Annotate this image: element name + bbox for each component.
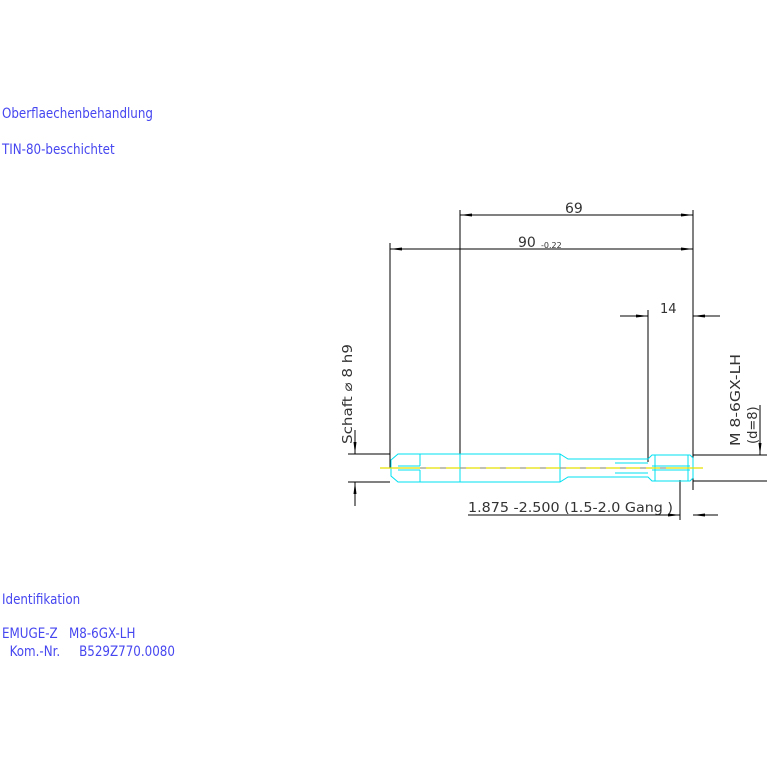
ident-line1: EMUGE-Z M8-6GX-LH: [2, 626, 136, 642]
surface-value: TIN-80-beschichtet: [2, 142, 115, 158]
surface-heading: Oberflaechenbehandlung: [2, 106, 153, 122]
dim-14-label: 14: [660, 302, 677, 317]
thread-d-label: (d=8): [746, 406, 761, 444]
thread-label: M 8-6GX-LH: [729, 354, 744, 446]
shaft-label: Schaft ⌀ 8 h9: [341, 344, 356, 444]
dimension-lines: [348, 210, 767, 520]
dim-90-label: 90: [518, 235, 536, 251]
ident-line2: Kom.-Nr. B529Z770.0080: [2, 644, 175, 660]
ident-heading: Identifikation: [2, 592, 81, 608]
dim-90-tolerance: -0.22: [541, 241, 562, 250]
dim-69-label: 69: [565, 201, 583, 217]
chamfer-label: 1.875 -2.500 (1.5-2.0 Gang ): [468, 501, 673, 516]
